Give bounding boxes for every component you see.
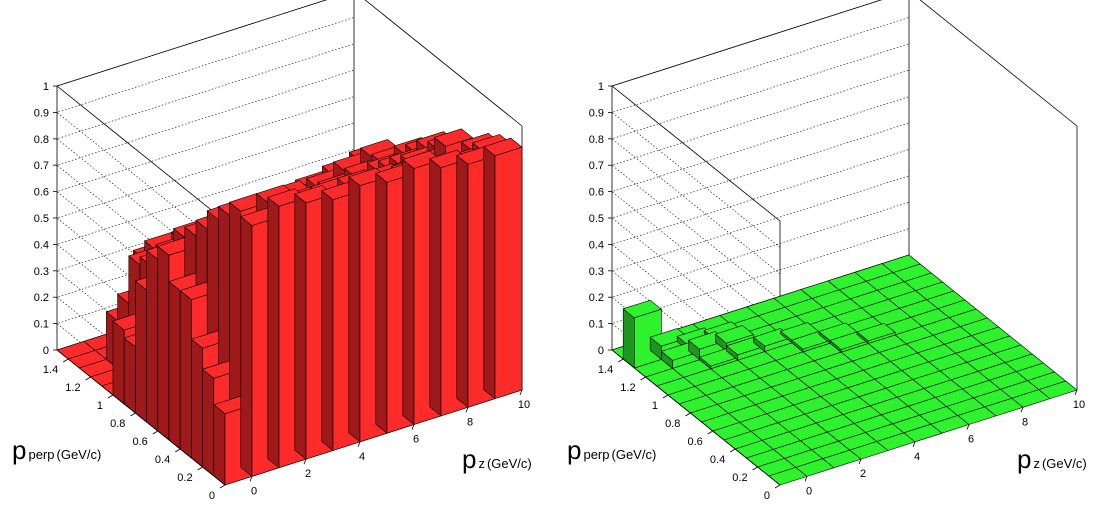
z-gridline bbox=[611, 69, 910, 301]
x-tick-label: 6 bbox=[968, 434, 974, 446]
z-tick-label: 0.1 bbox=[589, 319, 604, 331]
bar bbox=[856, 322, 896, 345]
z-tick-label: 0.9 bbox=[34, 107, 49, 119]
z-tick-label: 1 bbox=[43, 81, 49, 93]
bar bbox=[791, 331, 831, 353]
z-tick-label: 0.4 bbox=[589, 239, 604, 251]
x-tick-label: 4 bbox=[359, 451, 365, 463]
y-axis-label: p perp (GeV/c) bbox=[567, 435, 656, 465]
z-tick-label: 0.3 bbox=[589, 266, 604, 278]
z-gridline bbox=[611, 0, 882, 222]
z-tick-label: 0.6 bbox=[34, 187, 49, 199]
y-tick-label: 0.4 bbox=[155, 454, 170, 466]
frame-edge bbox=[56, 0, 328, 87]
x-tick-label: 10 bbox=[518, 399, 530, 411]
z-tick-label: 0.8 bbox=[589, 134, 604, 146]
z-tick-label: 0.5 bbox=[589, 213, 604, 225]
x-axis-label: p z (GeV/c) bbox=[1017, 444, 1087, 474]
z-tick-label: 0.9 bbox=[589, 107, 604, 119]
x-tick-label: 0 bbox=[251, 485, 257, 497]
y-tick-label: 1 bbox=[652, 400, 658, 412]
y-tick-label: 0.2 bbox=[177, 472, 192, 484]
z-tick-label: 0.2 bbox=[34, 292, 49, 304]
frame-edge bbox=[611, 0, 883, 87]
y-tick-label: 0.6 bbox=[688, 436, 703, 448]
bar bbox=[622, 299, 663, 369]
floor-cell bbox=[1038, 380, 1078, 399]
z-tick-label: 0.8 bbox=[34, 134, 49, 146]
y-tick-label: 0 bbox=[764, 490, 770, 502]
z-tick-label: 0.1 bbox=[34, 319, 49, 331]
x-tick-label: 2 bbox=[305, 468, 311, 480]
x-tick-label: 8 bbox=[1022, 416, 1028, 428]
x-tick-label: 4 bbox=[914, 451, 920, 463]
z-gridline bbox=[611, 17, 910, 248]
z-tick-label: 0.4 bbox=[34, 239, 49, 251]
bar bbox=[660, 342, 701, 370]
z-tick-label: 0.5 bbox=[34, 213, 49, 225]
x-tick-label: 2 bbox=[860, 468, 866, 480]
axes: 00.10.20.30.40.50.60.70.80.91024681000.2… bbox=[12, 81, 532, 502]
z-tick-label: 0 bbox=[43, 345, 49, 357]
bar bbox=[829, 331, 869, 353]
y-tick-label: 0.2 bbox=[732, 472, 747, 484]
left-lego-plot: 00.10.20.30.40.50.60.70.80.91024681000.2… bbox=[12, 0, 532, 502]
bar bbox=[698, 348, 739, 370]
z-tick-label: 0 bbox=[598, 345, 604, 357]
x-tick-label: 6 bbox=[413, 434, 419, 446]
z-tick-label: 0.7 bbox=[34, 160, 49, 172]
y-tick-label: 1 bbox=[97, 400, 103, 412]
z-tick-label: 0.2 bbox=[589, 292, 604, 304]
right-lego-plot: 00.10.20.30.40.50.60.70.80.91024681000.2… bbox=[567, 0, 1087, 502]
x-tick-label: 8 bbox=[467, 416, 473, 428]
y-tick-label: 0.4 bbox=[710, 454, 725, 466]
x-axis-label: p z (GeV/c) bbox=[462, 444, 532, 474]
axes: 00.10.20.30.40.50.60.70.80.91024681000.2… bbox=[567, 81, 1087, 502]
y-tick-label: 1.4 bbox=[598, 364, 613, 376]
x-tick-label: 0 bbox=[806, 485, 812, 497]
y-tick-label: 0 bbox=[209, 490, 215, 502]
z-tick-label: 0.7 bbox=[589, 160, 604, 172]
z-tick-label: 1 bbox=[598, 81, 604, 93]
y-axis-label: p perp (GeV/c) bbox=[12, 435, 101, 465]
bars bbox=[56, 128, 523, 486]
y-tick-label: 1.2 bbox=[65, 382, 80, 394]
y-tick-label: 1.4 bbox=[43, 364, 58, 376]
frame-edge bbox=[611, 85, 781, 222]
y-tick-label: 0.6 bbox=[133, 436, 148, 448]
y-tick-label: 0.8 bbox=[110, 418, 125, 430]
z-gridline bbox=[611, 43, 910, 275]
frame-edge bbox=[364, 0, 523, 127]
bars bbox=[611, 254, 1078, 486]
z-tick-label: 0.6 bbox=[589, 187, 604, 199]
x-tick-label: 10 bbox=[1073, 399, 1085, 411]
y-tick-label: 1.2 bbox=[620, 382, 635, 394]
z-tick-label: 0.3 bbox=[34, 266, 49, 278]
frame-edge bbox=[919, 0, 1078, 127]
frame-edge bbox=[56, 85, 226, 222]
bar bbox=[483, 137, 523, 400]
y-tick-label: 0.8 bbox=[665, 418, 680, 430]
